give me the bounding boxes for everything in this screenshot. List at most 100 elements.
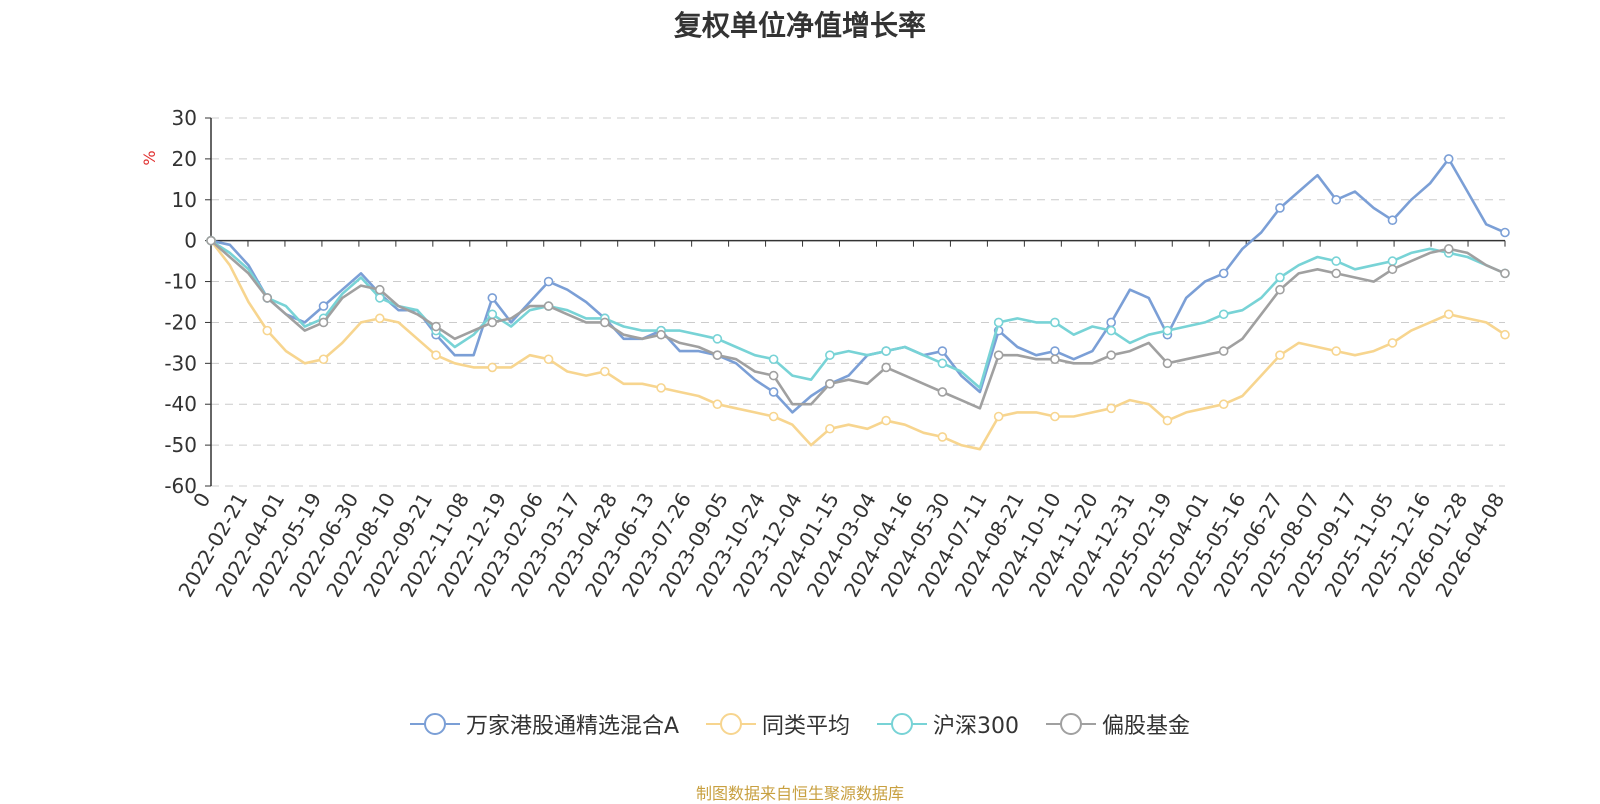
series-1-point (318, 354, 329, 365)
series-2-point (1106, 325, 1116, 336)
series-lines (206, 154, 1510, 451)
series-0-point (1218, 268, 1229, 279)
series-3-point (1500, 268, 1510, 279)
series-3-point (1443, 244, 1454, 254)
legend-item-2[interactable]: 沪深300 (877, 708, 1019, 740)
legend-item-0[interactable]: 万家港股通精选混合A (409, 708, 680, 740)
legend-label-3: 偏股基金 (1102, 714, 1191, 739)
axes (205, 117, 1506, 487)
series-1-point (881, 415, 891, 426)
legend-swatch-0 (409, 712, 460, 736)
series-2-point (1331, 256, 1342, 266)
series-2-point (1162, 325, 1173, 336)
y-tick-label: -50 (164, 433, 197, 457)
series-1-point (937, 432, 948, 442)
series-3-point (206, 235, 216, 246)
series-1-point (1443, 309, 1454, 320)
series-0-point (1275, 203, 1285, 213)
series-1-point (656, 383, 666, 393)
series-0-point (487, 293, 498, 303)
series-3-point (712, 350, 723, 360)
series-1-point (1331, 346, 1342, 356)
series-1-point (543, 354, 554, 365)
y-tick-label: -10 (164, 270, 197, 294)
series-1-point (825, 423, 835, 434)
series-2-point (1387, 256, 1398, 266)
legend-label-0: 万家港股通精选混合A (465, 714, 680, 739)
series-2-point (1050, 317, 1060, 328)
series-1-point (712, 399, 723, 410)
series-1-point (262, 325, 273, 336)
series-3-point (881, 362, 891, 373)
legend-item-3[interactable]: 偏股基金 (1046, 708, 1190, 740)
series-line-1 (209, 239, 1506, 451)
y-tick-label: -20 (164, 310, 197, 334)
series-1-point (600, 366, 610, 377)
series-line-3 (210, 239, 1506, 410)
series-line-0 (210, 157, 1506, 414)
series-2-point (825, 350, 835, 360)
series-2-point (1218, 309, 1229, 320)
series-3-point (656, 329, 666, 340)
series-0-point (1387, 215, 1398, 226)
y-tick-label: -30 (164, 351, 197, 375)
series-1-point (1218, 399, 1229, 410)
series-3-point (374, 284, 385, 295)
legend-label-1: 同类平均 (762, 714, 851, 739)
y-tick-label: 30 (172, 106, 197, 130)
series-2-point (993, 317, 1004, 328)
series-0-point (768, 387, 779, 397)
series-3-point (1218, 346, 1229, 356)
series-2-point (374, 293, 385, 303)
series-1-point (1500, 329, 1510, 340)
y-tick-label: 20 (172, 147, 197, 171)
legend-label-2: 沪深300 (933, 714, 1020, 739)
series-3-point (600, 317, 610, 328)
series-3-point (318, 317, 329, 328)
series-0-point (318, 301, 329, 311)
series-3-point (1387, 264, 1398, 275)
series-3-point (1331, 268, 1342, 279)
series-1-point (487, 362, 498, 373)
series-3-point (993, 350, 1004, 360)
legend-item-1[interactable]: 同类平均 (706, 708, 850, 740)
series-3-point (487, 317, 498, 328)
grid-lines (211, 117, 1505, 487)
series-1-point (1275, 350, 1285, 360)
series-2-point (768, 354, 779, 365)
y-tick-label: 10 (172, 188, 197, 212)
x-tick-label: 0 (188, 489, 215, 512)
axis-labels: 3020100-10-20-30-40-50-60%02022-02-21202… (140, 106, 1509, 601)
series-0-point (1443, 154, 1454, 164)
series-1-point (993, 411, 1004, 422)
series-1-point (1106, 403, 1116, 414)
series-3-point (1162, 358, 1173, 369)
series-3-point (543, 301, 554, 311)
series-3-point (1050, 354, 1060, 365)
series-0-point (1050, 346, 1060, 356)
legend-swatch-1 (706, 712, 757, 736)
series-3-point (431, 321, 441, 332)
series-1-point (1162, 415, 1173, 426)
chart-title: 复权单位净值增长率 (673, 9, 926, 42)
y-tick-label: -40 (164, 392, 197, 416)
y-axis-label: % (140, 150, 159, 165)
series-3-point (825, 378, 835, 389)
series-1-point (768, 411, 779, 422)
legend: 万家港股通精选混合A 同类平均 沪深300 偏股基金 (0, 708, 1600, 740)
series-0-point (937, 346, 948, 356)
series-1-point (1387, 338, 1398, 348)
series-2-point (487, 309, 498, 320)
series-1-point (431, 350, 441, 360)
y-tick-label: 0 (184, 229, 197, 253)
series-2-point (712, 333, 723, 344)
series-2-point (1275, 272, 1285, 283)
series-1-point (374, 313, 385, 324)
series-3-point (1275, 284, 1285, 295)
series-0-point (1500, 227, 1510, 238)
series-3-point (768, 370, 779, 381)
legend-swatch-3 (1046, 712, 1097, 736)
series-0-point (1106, 317, 1116, 328)
source-note: 制图数据来自恒生聚源数据库 (695, 784, 904, 803)
